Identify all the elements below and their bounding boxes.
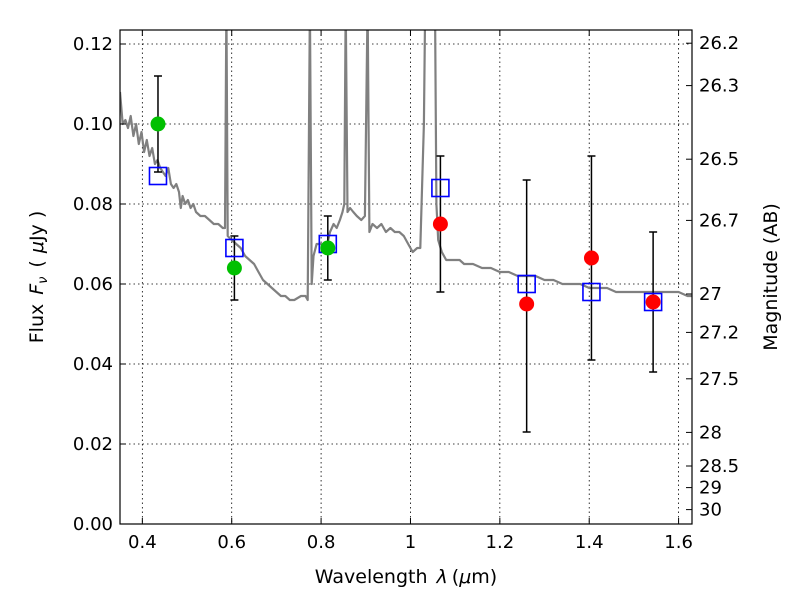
magnitude-tick-label: 26.5 xyxy=(699,149,739,170)
plot-frame xyxy=(119,29,693,525)
x-tick-label: 1.2 xyxy=(486,532,515,553)
grid-lines xyxy=(120,30,692,525)
y-axis-title-unit: Jy ) xyxy=(26,211,48,242)
y-tick-label: 0.04 xyxy=(73,354,113,375)
right-axis-title: Magnitude (AB) xyxy=(760,203,782,351)
x-axis-title-unit-symbol: μ xyxy=(458,566,471,588)
magnitude-tick-label: 27 xyxy=(699,284,722,305)
y-tick-label: 0.00 xyxy=(73,514,113,535)
model-square-marker xyxy=(225,238,244,258)
y-axis-title-unit-symbol: μ xyxy=(26,241,48,254)
x-axis-title-unit-open: ( xyxy=(452,566,459,588)
y-tick-label: 0.02 xyxy=(73,434,113,455)
spectrum-line xyxy=(120,30,692,302)
marker-series xyxy=(148,116,663,312)
y-axis-title-subscript: ν xyxy=(36,277,51,284)
x-axis-title: Wavelength λ (μm) xyxy=(315,566,497,588)
magnitude-tick-label: 30 xyxy=(699,500,722,521)
x-tick-label: 0.4 xyxy=(128,532,157,553)
observed-green-point xyxy=(320,240,336,256)
x-tick-label: 1.6 xyxy=(664,532,693,553)
magnitude-tick-label: 28.5 xyxy=(699,456,739,477)
observed-green-point xyxy=(226,260,242,276)
magnitude-tick-label: 26.2 xyxy=(699,33,739,54)
magnitude-tick-label: 28 xyxy=(699,422,722,443)
magnitude-tick-label: 26.7 xyxy=(699,210,739,231)
y-axis-title-unit-open: ( xyxy=(26,260,48,267)
axis-ticks: 0.4 0.6 0.8 1 1.2 1.4 1.6 0.00 0.02 0.04 0.06 0.08 0… xyxy=(73,30,739,553)
observed-green-point xyxy=(150,116,166,132)
y-tick-label: 0.10 xyxy=(73,114,113,135)
y-axis-title: Flux Fν ( μJy ) xyxy=(26,211,51,344)
spectrum-series xyxy=(120,30,692,302)
x-tick-label: 1.4 xyxy=(575,532,604,553)
error-bar-series xyxy=(153,75,658,433)
observed-red-point xyxy=(645,294,661,310)
y-tick-label: 0.12 xyxy=(73,34,113,55)
x-axis-title-text: Wavelength xyxy=(315,566,428,588)
observed-red-point xyxy=(432,216,448,232)
y-axis-title-text: Flux xyxy=(26,304,48,344)
model-square-marker xyxy=(643,292,663,312)
observed-red-point xyxy=(583,250,599,266)
observed-red-point xyxy=(519,296,535,312)
x-axis-title-unit: m) xyxy=(471,566,497,588)
model-square-marker xyxy=(517,274,536,294)
x-axis-title-symbol: λ xyxy=(436,566,448,588)
x-tick-label: 1 xyxy=(405,532,416,553)
magnitude-tick-label: 29 xyxy=(699,478,722,499)
y-tick-label: 0.06 xyxy=(73,274,113,295)
model-square-marker xyxy=(148,166,168,186)
x-tick-label: 0.6 xyxy=(217,532,246,553)
y-axis-title-symbol: F xyxy=(26,283,48,295)
model-square-marker xyxy=(431,178,450,198)
y-tick-label: 0.08 xyxy=(73,194,113,215)
magnitude-tick-label: 26.3 xyxy=(699,76,739,97)
magnitude-tick-label: 27.2 xyxy=(699,322,739,343)
magnitude-tick-label: 27.5 xyxy=(699,369,739,390)
model-square-marker xyxy=(582,282,601,302)
x-tick-label: 0.8 xyxy=(307,532,336,553)
